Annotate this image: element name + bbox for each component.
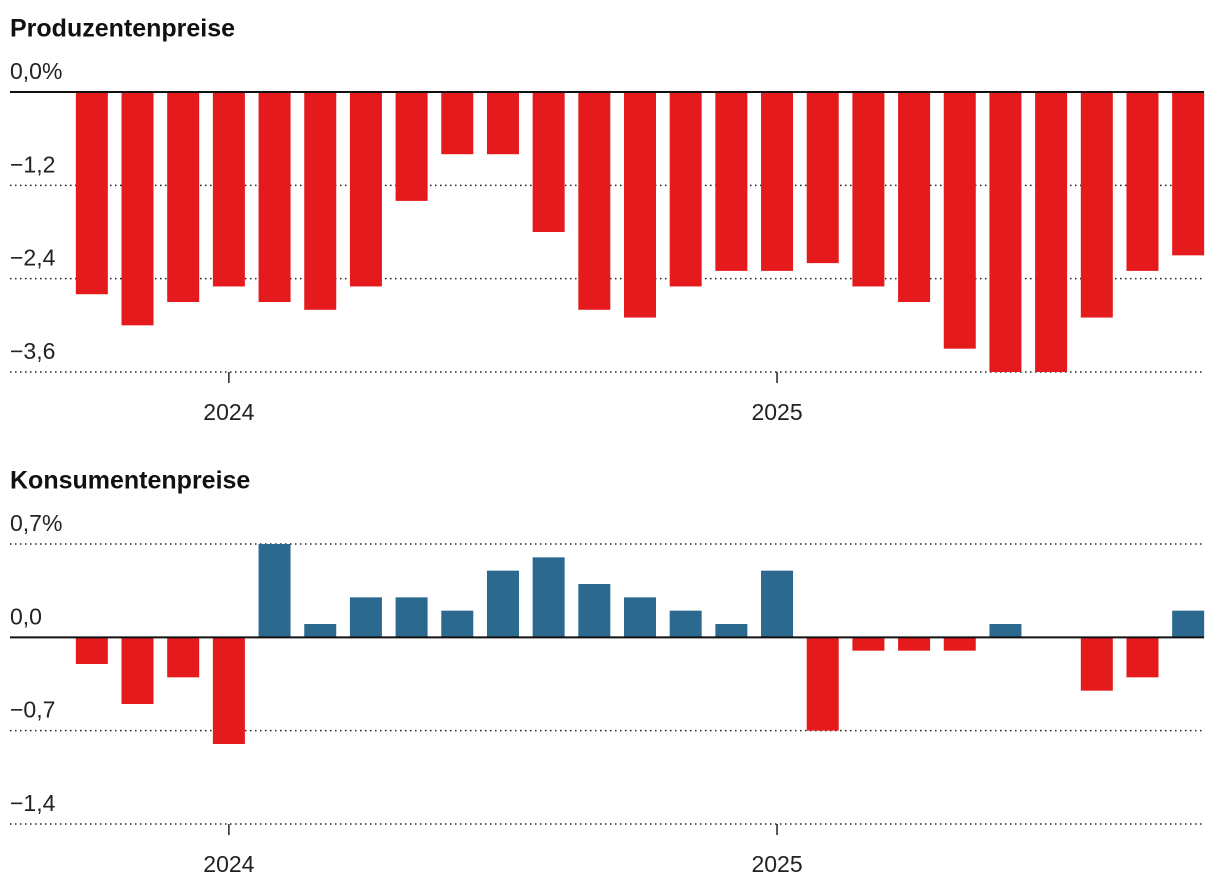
x-tick-label: 2025: [751, 851, 802, 877]
y-tick-label: 0,0%: [10, 58, 62, 84]
bar: [349, 92, 382, 287]
bar: [167, 92, 200, 302]
bar: [806, 92, 839, 264]
bar: [898, 92, 931, 302]
x-tick-label: 2024: [203, 399, 254, 425]
bar: [1126, 637, 1159, 678]
bar: [898, 637, 931, 651]
bar: [532, 92, 565, 232]
bar: [715, 92, 748, 271]
bar: [486, 92, 519, 155]
bar: [624, 597, 656, 638]
bar: [304, 92, 337, 310]
y-tick-label: −2,4: [10, 245, 56, 271]
bar: [943, 637, 976, 651]
chart-title: Konsumentenpreise: [10, 467, 250, 495]
y-tick-label: −1,2: [10, 151, 55, 177]
bar: [167, 637, 200, 678]
bar: [578, 92, 611, 310]
bar: [75, 637, 108, 664]
bar: [121, 637, 154, 704]
bar: [441, 92, 474, 155]
bar: [212, 637, 245, 744]
bar: [304, 624, 337, 638]
y-tick-label: −0,7: [10, 697, 55, 723]
bar: [532, 557, 565, 638]
y-tick-label: −1,4: [10, 790, 56, 816]
bar: [1172, 92, 1205, 256]
bar: [486, 570, 519, 638]
bar: [669, 610, 702, 638]
bar: [669, 92, 702, 287]
chart-title: Produzentenpreise: [10, 15, 235, 43]
bar: [989, 624, 1022, 638]
bar: [212, 92, 245, 287]
bar: [395, 597, 428, 638]
bar: [258, 544, 291, 638]
bar: [75, 92, 108, 295]
bar: [121, 92, 154, 326]
bar: [1172, 610, 1205, 638]
bar: [578, 584, 611, 638]
y-tick-label: 0,7%: [10, 510, 62, 536]
bar: [852, 637, 885, 651]
bar: [1126, 92, 1159, 271]
y-tick-label: 0,0: [10, 603, 42, 629]
x-tick-label: 2025: [751, 399, 802, 425]
bar: [1080, 637, 1113, 691]
bar: [761, 570, 794, 638]
bar: [761, 92, 794, 271]
y-tick-label: −3,6: [10, 338, 55, 364]
bar: [624, 92, 656, 318]
bar: [715, 624, 748, 638]
bar: [806, 637, 839, 731]
x-tick-label: 2024: [203, 851, 254, 877]
bar: [852, 92, 885, 287]
bar: [989, 92, 1022, 372]
bar: [943, 92, 976, 349]
bar: [349, 597, 382, 638]
bar: [1080, 92, 1113, 318]
bar: [395, 92, 428, 201]
bar: [258, 92, 291, 302]
bar: [441, 610, 474, 638]
bar: [1035, 92, 1068, 372]
